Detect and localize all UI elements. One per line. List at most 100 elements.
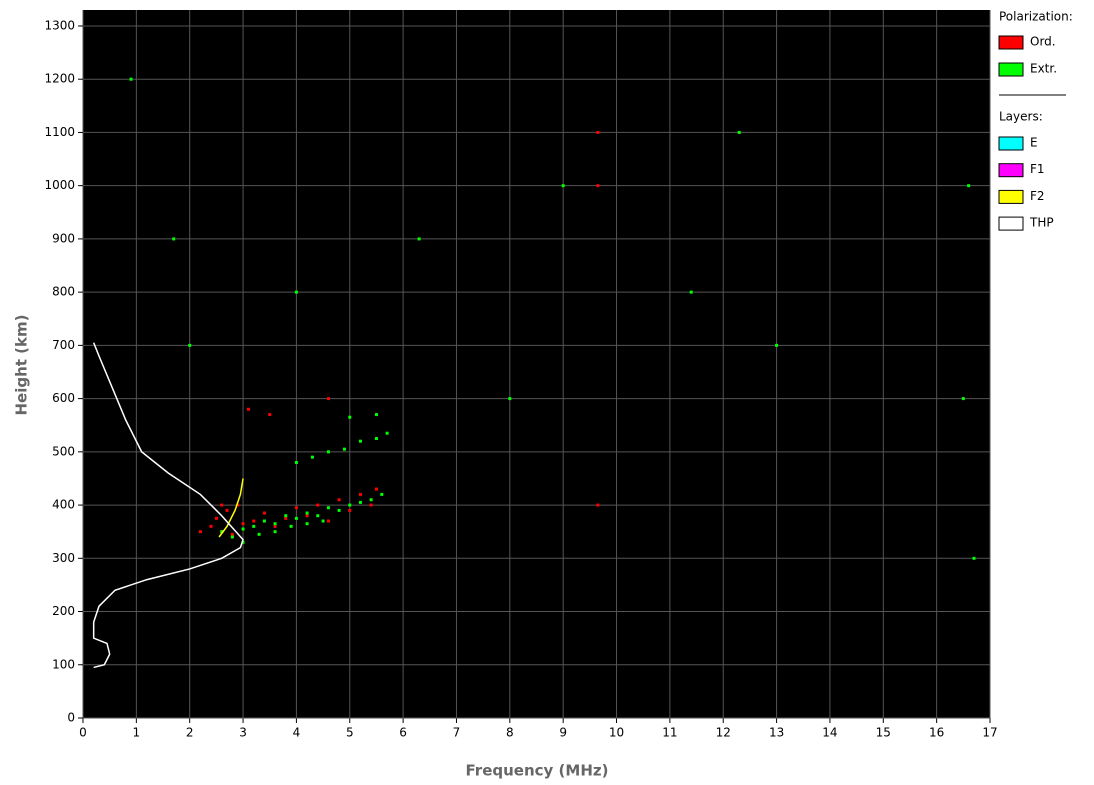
echo-point bbox=[198, 530, 202, 534]
echo-point bbox=[961, 397, 965, 401]
y-tick-label: 900 bbox=[52, 231, 75, 245]
echo-point bbox=[305, 522, 309, 526]
y-tick-label: 200 bbox=[52, 604, 75, 618]
legend-label: F2 bbox=[1030, 189, 1045, 203]
echo-point bbox=[172, 237, 176, 241]
echo-point bbox=[273, 522, 277, 526]
echo-point bbox=[689, 290, 693, 294]
echo-point bbox=[305, 511, 309, 515]
legend-swatch bbox=[998, 136, 1024, 151]
echo-point bbox=[246, 407, 250, 411]
echo-point bbox=[321, 519, 325, 523]
echo-point bbox=[284, 514, 288, 518]
echo-point bbox=[508, 397, 512, 401]
y-tick-label: 400 bbox=[52, 498, 75, 512]
legend-label: E bbox=[1030, 136, 1038, 150]
echo-point bbox=[316, 503, 320, 507]
echo-point bbox=[284, 516, 288, 520]
echo-point bbox=[358, 439, 362, 443]
echo-point bbox=[294, 516, 298, 520]
echo-point bbox=[241, 527, 245, 531]
plot-area bbox=[83, 10, 990, 718]
echo-point bbox=[358, 492, 362, 496]
x-tick-label: 1 bbox=[133, 726, 141, 740]
echo-point bbox=[385, 431, 389, 435]
echo-point bbox=[262, 511, 266, 515]
echo-point bbox=[348, 508, 352, 512]
x-tick-label: 6 bbox=[399, 726, 407, 740]
echo-point bbox=[374, 413, 378, 417]
echo-point bbox=[596, 184, 600, 188]
legend-label: F1 bbox=[1030, 162, 1045, 176]
y-tick-label: 600 bbox=[52, 391, 75, 405]
legend-label: THP bbox=[1029, 216, 1054, 230]
y-tick-label: 1200 bbox=[44, 72, 75, 86]
echo-point bbox=[214, 516, 218, 520]
echo-point bbox=[775, 343, 779, 347]
legend-title: Layers: bbox=[999, 110, 1043, 124]
legend-swatch bbox=[998, 35, 1024, 50]
x-tick-label: 5 bbox=[346, 726, 354, 740]
x-tick-label: 10 bbox=[609, 726, 624, 740]
legend-title: Polarization: bbox=[999, 10, 1073, 24]
echo-point bbox=[417, 237, 421, 241]
echo-point bbox=[348, 503, 352, 507]
echo-point bbox=[316, 514, 320, 518]
legend-label: Extr. bbox=[1030, 62, 1057, 76]
echo-point bbox=[188, 343, 192, 347]
x-tick-label: 8 bbox=[506, 726, 514, 740]
layer-line bbox=[92, 342, 244, 669]
y-tick-label: 500 bbox=[52, 444, 75, 458]
echo-point bbox=[236, 503, 240, 507]
echo-point bbox=[737, 130, 741, 134]
echo-point bbox=[230, 532, 234, 536]
legend-swatch bbox=[998, 189, 1024, 204]
y-tick-label: 100 bbox=[52, 657, 75, 671]
echo-point bbox=[262, 519, 266, 523]
echo-point bbox=[326, 506, 330, 510]
y-tick-label: 700 bbox=[52, 338, 75, 352]
echo-point bbox=[241, 522, 245, 526]
x-tick-label: 7 bbox=[453, 726, 461, 740]
echo-point bbox=[220, 530, 224, 534]
y-tick-label: 300 bbox=[52, 551, 75, 565]
echo-point bbox=[257, 532, 261, 536]
echo-point bbox=[374, 487, 378, 491]
x-tick-label: 2 bbox=[186, 726, 194, 740]
echo-point bbox=[348, 415, 352, 419]
echo-point bbox=[358, 500, 362, 504]
x-tick-label: 3 bbox=[239, 726, 247, 740]
echo-point bbox=[972, 556, 976, 560]
echo-point bbox=[294, 290, 298, 294]
y-axis-title: Height (km) bbox=[13, 315, 31, 416]
echo-point bbox=[967, 184, 971, 188]
echo-point bbox=[326, 519, 330, 523]
legend-label: Ord. bbox=[1030, 35, 1056, 49]
echo-point bbox=[241, 540, 245, 544]
y-tick-label: 0 bbox=[67, 711, 75, 725]
echo-point bbox=[596, 130, 600, 134]
echo-point bbox=[252, 524, 256, 528]
echo-point bbox=[596, 503, 600, 507]
echo-point bbox=[252, 519, 256, 523]
y-tick-label: 1300 bbox=[44, 18, 75, 32]
echo-point bbox=[294, 506, 298, 510]
x-tick-label: 4 bbox=[293, 726, 301, 740]
y-tick-label: 800 bbox=[52, 285, 75, 299]
echo-point bbox=[380, 492, 384, 496]
echo-point bbox=[273, 524, 277, 528]
echo-point bbox=[225, 508, 229, 512]
echo-point bbox=[342, 447, 346, 451]
echo-point bbox=[310, 455, 314, 459]
x-tick-label: 11 bbox=[662, 726, 677, 740]
echo-point bbox=[337, 498, 341, 502]
legend-swatch bbox=[998, 216, 1024, 231]
x-tick-label: 12 bbox=[716, 726, 731, 740]
echo-point bbox=[374, 437, 378, 441]
echo-point bbox=[369, 503, 373, 507]
y-tick-label: 1000 bbox=[44, 178, 75, 192]
echo-point bbox=[273, 530, 277, 534]
echo-point bbox=[220, 503, 224, 507]
echo-point bbox=[326, 450, 330, 454]
